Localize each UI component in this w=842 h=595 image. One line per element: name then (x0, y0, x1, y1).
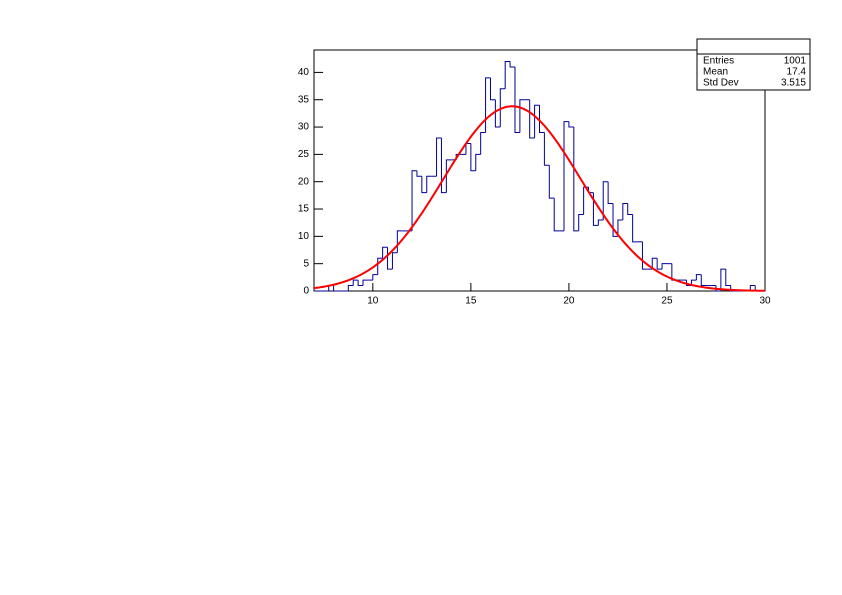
histogram-bin (617, 219, 623, 237)
stats-value: 3.515 (781, 78, 806, 89)
stats-value: 17.4 (787, 67, 807, 78)
histogram-bin (470, 143, 476, 172)
histogram-bin (715, 285, 721, 292)
histogram-bin (607, 181, 614, 205)
histogram-bin (539, 105, 545, 134)
x-tick-label: 10 (367, 296, 379, 307)
y-tick-label: 35 (298, 94, 310, 105)
histogram-bin (597, 219, 604, 226)
histogram-bin (411, 170, 417, 231)
histogram-bin (436, 137, 442, 177)
histogram-bin (641, 241, 648, 270)
histogram-bin (651, 257, 658, 270)
histogram-bin (352, 279, 359, 286)
histogram-bin (548, 165, 555, 199)
fit-curve (313, 105, 766, 292)
histogram-bin (489, 77, 496, 101)
histogram-bin (671, 263, 677, 281)
histogram-bin (632, 214, 638, 243)
histogram-bin (382, 246, 388, 259)
histogram-bin (534, 104, 540, 138)
histogram-bin (440, 137, 447, 194)
histogram-bin (529, 99, 535, 139)
stats-label: Entries (703, 56, 734, 67)
y-tick-label: 15 (298, 204, 310, 215)
histogram-bin (592, 192, 599, 226)
x-tick-label: 25 (661, 296, 673, 307)
histogram-bin (700, 274, 707, 287)
histogram-bin (347, 285, 354, 291)
histogram-bin (661, 263, 667, 270)
stats-label: Mean (703, 67, 728, 78)
histogram-bin (426, 175, 432, 193)
histogram-bin (622, 203, 628, 220)
x-tick-label: 30 (759, 296, 771, 307)
histogram-bin (695, 274, 702, 281)
histogram-bin (553, 198, 560, 232)
histogram-bin (519, 99, 525, 133)
histogram-bin (372, 274, 378, 281)
y-tick-label: 20 (298, 176, 310, 187)
histogram-bin (362, 279, 368, 286)
histogram-bin (627, 203, 633, 215)
histogram-bin (543, 132, 550, 166)
stats-value: 1001 (784, 56, 807, 67)
histogram-bin (583, 186, 589, 215)
histogram-bin (573, 127, 579, 232)
histogram-bin (391, 252, 398, 270)
histogram-bin (485, 77, 491, 133)
y-tick-label: 5 (303, 258, 309, 269)
histogram-bin (475, 153, 481, 171)
histogram-bin (357, 280, 364, 287)
stats-label: Std Dev (703, 78, 739, 89)
histogram-bin (568, 121, 574, 128)
histogram-bin (720, 268, 726, 291)
histogram-bin (578, 213, 584, 231)
histogram-bin (416, 170, 422, 177)
histogram-bin (602, 181, 609, 220)
plot-frame (313, 49, 766, 292)
histogram-bin (445, 159, 452, 193)
histogram-bin (465, 142, 471, 155)
histogram-bin (377, 257, 383, 275)
y-tick-label: 0 (303, 286, 309, 297)
histogram-bin (333, 285, 339, 292)
histogram-bin (494, 99, 501, 128)
histogram-bin (690, 279, 697, 286)
histogram-bin (421, 176, 427, 194)
histogram-bin (563, 121, 569, 231)
histogram-bin (509, 61, 515, 68)
y-tick-label: 10 (298, 231, 310, 242)
y-tick-label: 25 (298, 149, 310, 160)
y-tick-label: 40 (298, 67, 310, 78)
x-tick-label: 15 (465, 296, 477, 307)
x-tick-label: 20 (563, 296, 575, 307)
histogram-bin (504, 60, 511, 89)
histogram-bin (749, 285, 756, 291)
histogram-bin (656, 258, 663, 270)
histogram-bin (725, 269, 731, 287)
histogram-bin (480, 132, 486, 155)
histogram-bin (612, 203, 618, 237)
histogram-bin (514, 66, 520, 134)
histogram-bin (499, 88, 506, 128)
y-tick-label: 30 (298, 122, 310, 133)
stats-box (696, 38, 811, 91)
